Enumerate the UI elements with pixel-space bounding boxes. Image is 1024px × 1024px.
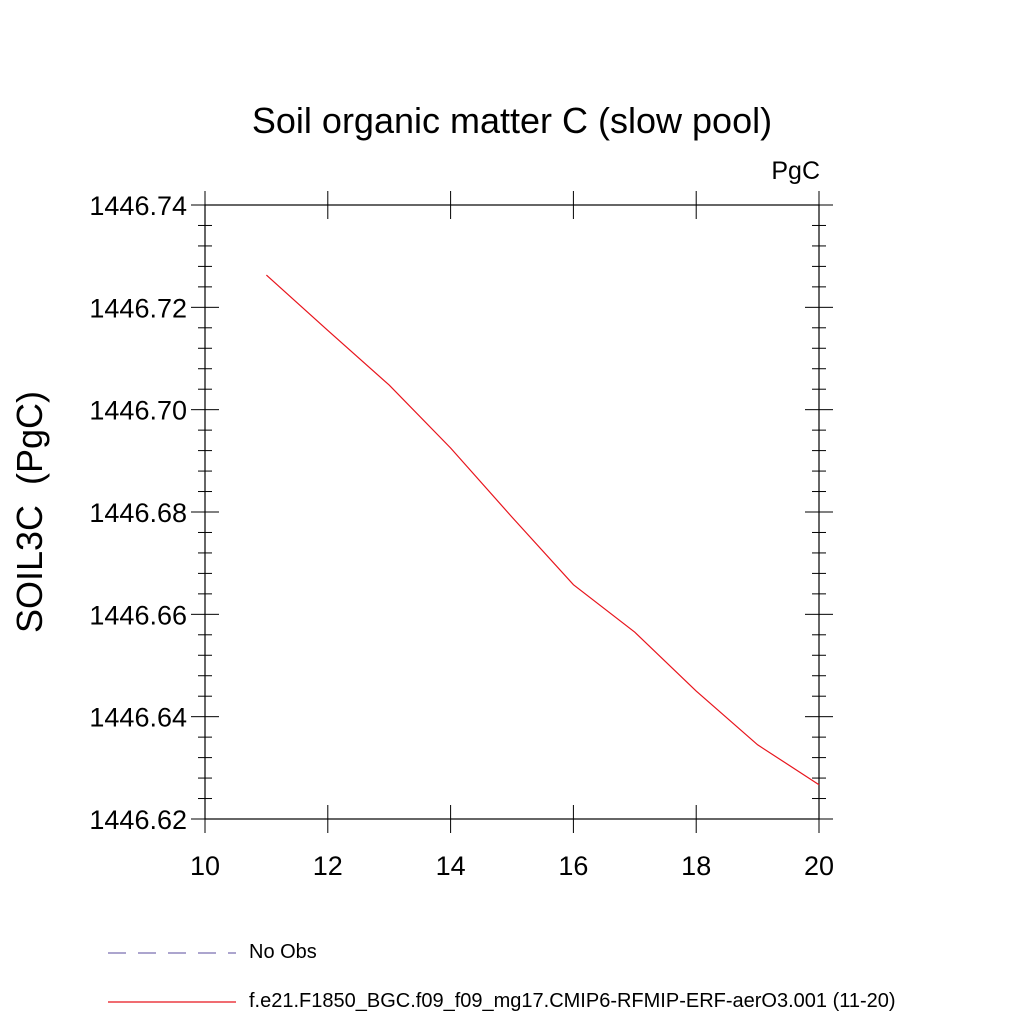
chart-title: Soil organic matter C (slow pool)	[251, 100, 773, 141]
y-tick-label: 1446.68	[89, 498, 187, 528]
legend-entry-no-obs: No Obs	[249, 941, 317, 963]
x-tick-label: 14	[436, 851, 466, 881]
legend-lines	[108, 952, 236, 1003]
units-label: PgC	[771, 157, 820, 185]
series-line	[265, 274, 820, 786]
plot-frame	[204, 204, 820, 820]
plot-series	[265, 274, 820, 786]
y-tick-label: 1446.70	[89, 396, 187, 426]
x-tick-label: 20	[804, 851, 834, 881]
y-tick-label: 1446.66	[89, 600, 187, 630]
y-axis-label: SOIL3C (PgC)	[9, 390, 50, 634]
y-tick-label: 1446.74	[89, 191, 187, 221]
x-tick-label: 16	[558, 851, 588, 881]
y-tick-label: 1446.62	[89, 805, 187, 835]
x-tick-label: 12	[313, 851, 343, 881]
plot-axes: 10 12 14 16 18 20 1446.62 1446.64 1446.66 1446.68…	[89, 191, 834, 881]
x-tick-label: 10	[190, 851, 220, 881]
y-tick-label: 1446.72	[89, 293, 187, 323]
legend-entry-model-run: f.e21.F1850_BGC.f09_f09_mg17.CMIP6-RFMIP…	[249, 990, 896, 1012]
y-tick-label: 1446.64	[89, 703, 187, 733]
x-tick-label: 18	[681, 851, 711, 881]
